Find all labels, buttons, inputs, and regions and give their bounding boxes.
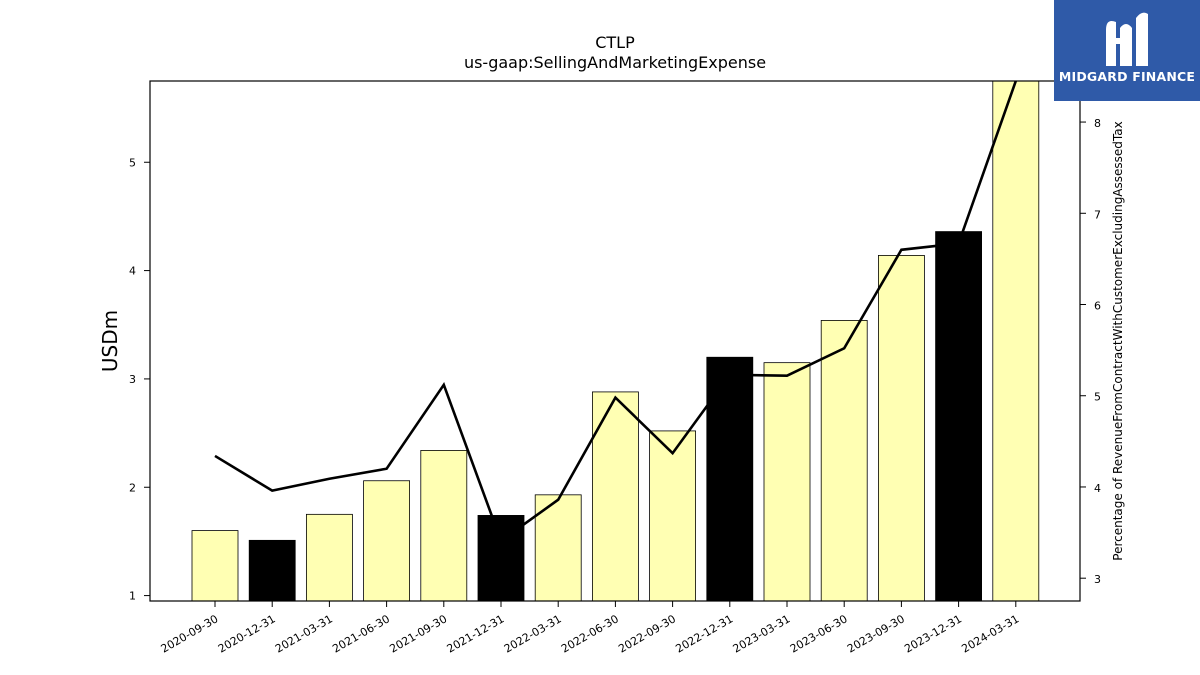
- y-axis-label-left: USDm: [98, 310, 122, 372]
- x-axis: 2020-09-302020-12-312021-03-312021-06-30…: [159, 601, 1021, 656]
- x-tick-label: 2022-03-31: [502, 612, 564, 655]
- x-tick-label: 2022-12-31: [673, 612, 735, 655]
- y-tick-label-left: 3: [129, 373, 136, 386]
- bar: [992, 80, 1040, 602]
- y-tick-label-right: 4: [1094, 482, 1101, 495]
- x-tick-label: 2023-09-30: [845, 612, 907, 655]
- series-line: [214, 81, 1018, 543]
- bar: [706, 356, 754, 602]
- y-axis-left: 1 2 3 4 5: [129, 156, 150, 603]
- y-tick-label-left: 2: [129, 481, 136, 494]
- bar: [820, 320, 868, 602]
- x-tick-label: 2021-12-31: [445, 612, 507, 655]
- bar: [420, 450, 468, 602]
- y-tick-label-right: 5: [1094, 391, 1101, 404]
- x-tick-label: 2020-12-31: [216, 612, 278, 655]
- x-tick-label: 2022-09-30: [616, 612, 678, 655]
- chart-subtitle: us-gaap:SellingAndMarketingExpense: [464, 53, 766, 72]
- bar: [191, 530, 239, 602]
- chart-title: CTLP: [595, 33, 635, 52]
- x-tick-label: 2022-06-30: [559, 612, 621, 655]
- x-tick-label: 2021-09-30: [387, 612, 449, 655]
- y-axis-label-right: Percentage of RevenueFromContractWithCus…: [1111, 121, 1125, 560]
- y-tick-label-right: 8: [1094, 117, 1101, 130]
- y-tick-label-left: 5: [129, 156, 136, 169]
- x-tick-label: 2020-09-30: [159, 612, 221, 655]
- y-axis-right: 3 4 5 6 7 8: [1080, 117, 1101, 586]
- y-tick-label-left: 1: [129, 590, 136, 603]
- x-tick-label: 2023-03-31: [731, 612, 793, 655]
- bar: [534, 494, 582, 602]
- y-tick-label-left: 4: [129, 265, 136, 278]
- bar: [763, 362, 811, 602]
- logo-mark-icon: [1106, 12, 1148, 67]
- y-tick-label-right: 3: [1094, 573, 1101, 586]
- x-tick-label: 2021-06-30: [330, 612, 392, 655]
- bar: [935, 231, 982, 602]
- logo-text: MIDGARD FINANCE: [1058, 69, 1196, 84]
- bar: [592, 391, 639, 602]
- line-layer: [214, 81, 1018, 543]
- midgard-finance-logo: MIDGARD FINANCE: [1054, 0, 1200, 101]
- x-tick-label: 2021-03-31: [273, 612, 335, 655]
- bar: [248, 539, 296, 602]
- y-tick-label-right: 6: [1094, 300, 1101, 313]
- x-tick-label: 2023-12-31: [902, 612, 964, 655]
- x-tick-label: 2024-03-31: [959, 612, 1021, 655]
- bars-group: [191, 80, 1040, 602]
- bar: [878, 255, 925, 602]
- bar: [305, 513, 353, 602]
- bar: [649, 430, 696, 602]
- y-tick-label-right: 7: [1094, 208, 1101, 221]
- x-tick-label: 2023-06-30: [788, 612, 850, 655]
- bar: [363, 480, 411, 602]
